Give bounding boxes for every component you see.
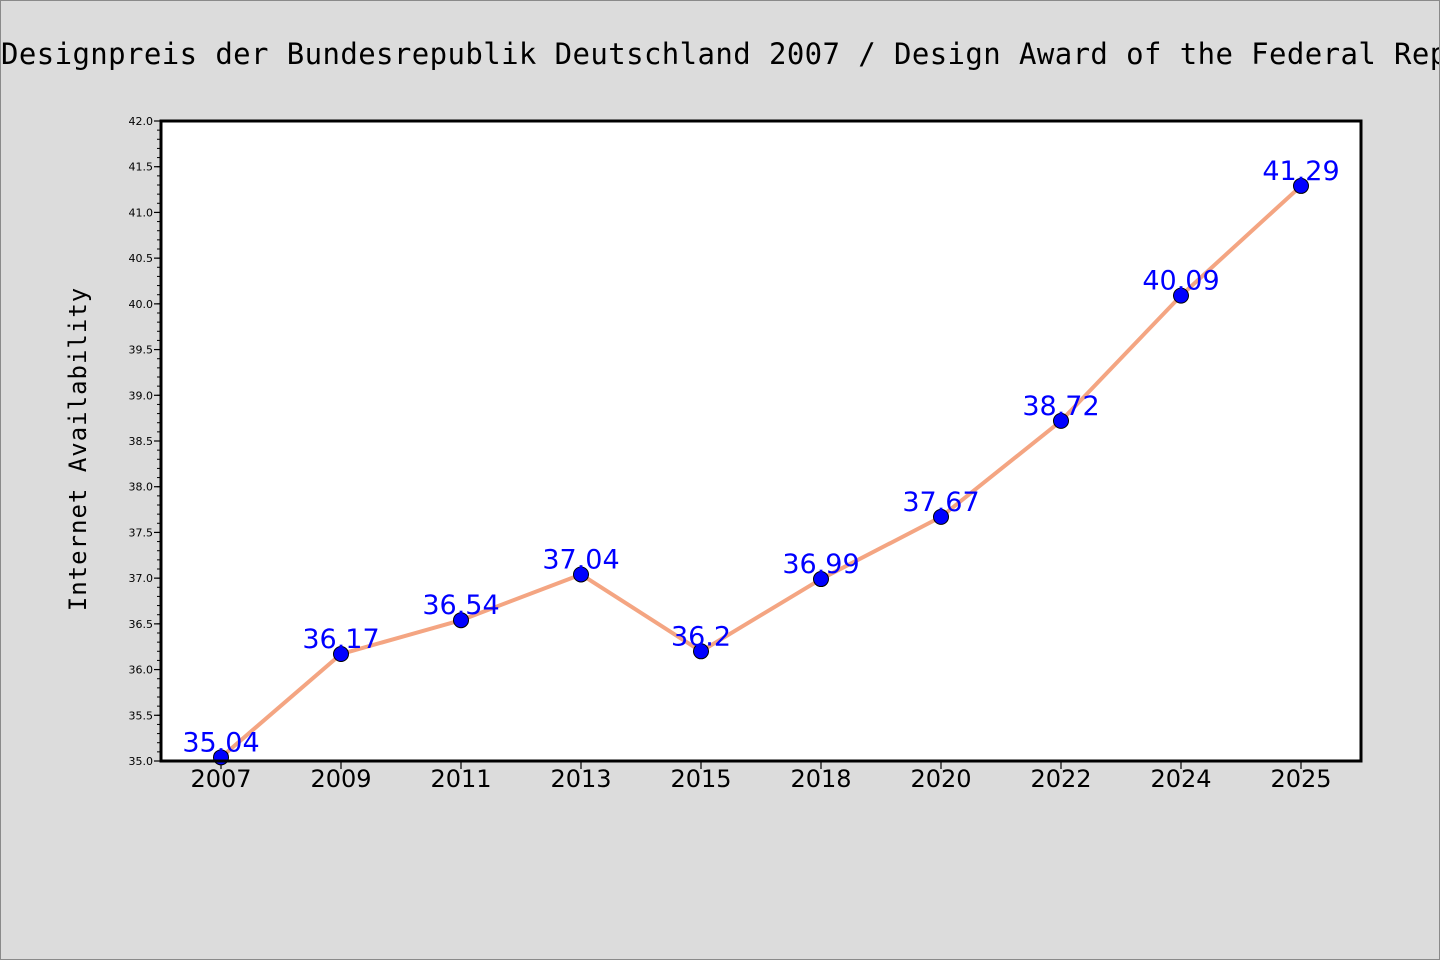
y-tick-label: 37.0	[129, 572, 154, 585]
data-label: 40.09	[1142, 266, 1219, 297]
y-tick-label: 35.5	[129, 709, 154, 722]
y-tick-label: 40.5	[129, 252, 154, 265]
plot-area	[161, 121, 1361, 761]
y-tick-label: 41.5	[129, 161, 154, 174]
data-label: 41.29	[1262, 156, 1339, 187]
series-layer: 35.04 36.17 36.54 37.04 36.2 36.99 37.67 38.72 4…	[182, 156, 1340, 766]
data-label: 36.2	[671, 621, 731, 652]
y-tick-label: 38.0	[129, 481, 154, 494]
data-point	[1173, 287, 1189, 304]
data-label: 36.99	[782, 549, 859, 580]
y-tick-label: 37.5	[129, 526, 154, 539]
y-tick-label: 36.0	[129, 664, 154, 677]
data-label: 38.72	[1022, 391, 1099, 422]
x-tick-label: 2022	[1030, 765, 1091, 793]
x-tick-label: 2015	[670, 765, 731, 793]
y-tick-label: 41.0	[129, 206, 154, 219]
data-point	[1293, 177, 1309, 194]
y-tick-label: 38.5	[129, 435, 154, 448]
data-label: 36.17	[302, 624, 379, 655]
x-tick-label: 2018	[790, 765, 851, 793]
x-tick-label: 2020	[910, 765, 971, 793]
data-point	[453, 612, 469, 629]
chart-title: Designpreis der Bundesrepublik Deutschla…	[1, 37, 1439, 71]
data-point	[813, 571, 829, 588]
x-tick-label: 2011	[430, 765, 491, 793]
data-point	[693, 643, 709, 660]
y-tick-label: 35.0	[129, 755, 154, 768]
data-point	[333, 646, 349, 663]
x-axis: 2007 2009 2011 2013 2015 2018 2020 2022 2024 2025	[190, 761, 1332, 793]
data-point	[573, 566, 589, 583]
data-label: 35.04	[182, 727, 259, 758]
data-label: 36.54	[422, 590, 499, 621]
y-tick-label: 40.0	[129, 298, 154, 311]
y-tick-label: 42.0	[129, 115, 154, 128]
data-point	[1053, 412, 1069, 429]
x-tick-label: 2024	[1150, 765, 1211, 793]
y-axis-label: Internet Availability	[64, 287, 92, 611]
x-tick-label: 2009	[310, 765, 371, 793]
y-axis: 35.0 35.5 36.0 36.5 37.0 37.5 38.0 38.5 39.0 39.5…	[129, 115, 161, 768]
data-label: 37.67	[902, 487, 979, 518]
data-point	[933, 508, 949, 525]
x-tick-label: 2013	[550, 765, 611, 793]
y-tick-label: 39.5	[129, 344, 154, 357]
data-label: 37.04	[542, 544, 619, 575]
x-tick-label: 2007	[190, 765, 251, 793]
series-line	[219, 183, 1303, 760]
x-tick-label: 2025	[1270, 765, 1331, 793]
y-tick-label: 39.0	[129, 389, 154, 402]
y-tick-label: 36.5	[129, 618, 154, 631]
plot-border	[159, 119, 1363, 763]
